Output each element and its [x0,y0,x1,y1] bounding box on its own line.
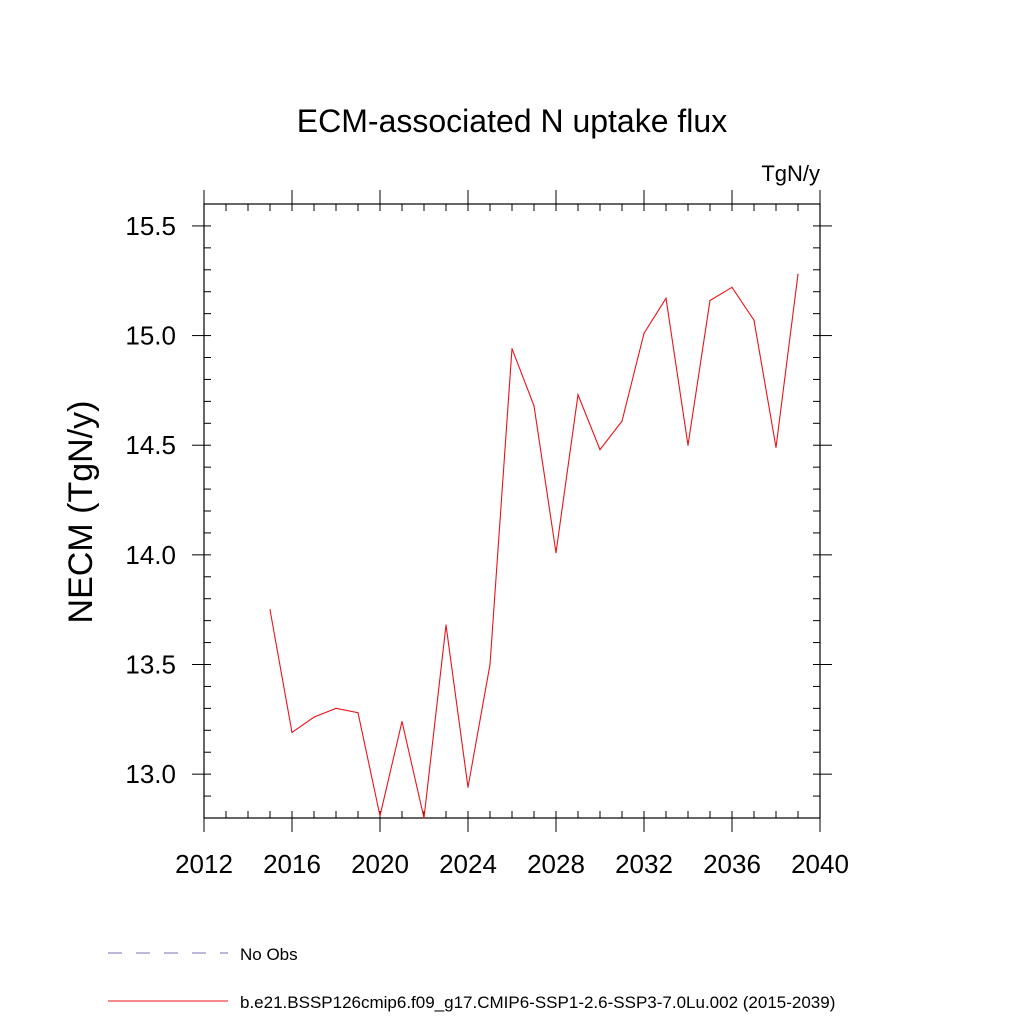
legend-no-obs-label: No Obs [240,945,298,964]
data-point [511,348,513,350]
data-point [489,663,491,666]
data-point [709,299,711,302]
y-tick-label: 14.5 [125,430,176,460]
y-tick-label: 15.5 [125,211,176,241]
x-tick-label: 2040 [791,849,849,879]
y-tick-label: 13.0 [125,759,176,789]
data-point [533,405,535,407]
series-group [269,273,799,819]
y-axis-tick-labels: 13.0 13.5 14.0 14.5 15.0 15.5 [125,211,176,789]
data-point [797,273,799,275]
x-axis-tick-labels: 2012 2016 2020 2024 2028 2032 2036 2040 [175,849,849,879]
data-point [621,420,623,422]
data-point [269,609,271,611]
x-tick-label: 2016 [263,849,321,879]
data-point [291,731,293,734]
data-point [555,552,557,554]
data-point [467,786,469,788]
x-tick-label: 2032 [615,849,673,879]
data-point [423,817,425,819]
plot-frame [203,203,821,819]
data-point [643,332,645,334]
data-point [753,319,755,321]
data-point [665,297,667,299]
x-tick-label: 2020 [351,849,409,879]
data-point [577,394,579,396]
x-tick-label: 2024 [439,849,497,879]
x-tick-label: 2028 [527,849,585,879]
legend-series-label: b.e21.BSSP126cmip6.f09_g17.CMIP6-SSP1-2.… [240,993,835,1012]
data-point [335,707,337,709]
chart-title: ECM-associated N uptake flux [297,103,727,139]
data-point [731,286,733,288]
y-axis-ticks [192,203,832,819]
x-axis-ticks [203,190,821,832]
series-line [269,274,799,819]
data-point [357,712,359,714]
data-point [599,449,601,451]
data-point [313,716,315,718]
data-point [445,624,447,626]
y-tick-label: 14.0 [125,540,176,570]
data-point [687,444,689,446]
data-point [775,446,777,449]
y-tick-label: 13.5 [125,650,176,680]
y-tick-label: 15.0 [125,321,176,351]
x-tick-label: 2036 [703,849,761,879]
units-label: TgN/y [761,161,820,186]
y-axis-label: NECM (TgN/y) [62,401,100,624]
x-tick-label: 2012 [175,849,233,879]
data-point [401,720,403,723]
data-point [379,815,381,817]
